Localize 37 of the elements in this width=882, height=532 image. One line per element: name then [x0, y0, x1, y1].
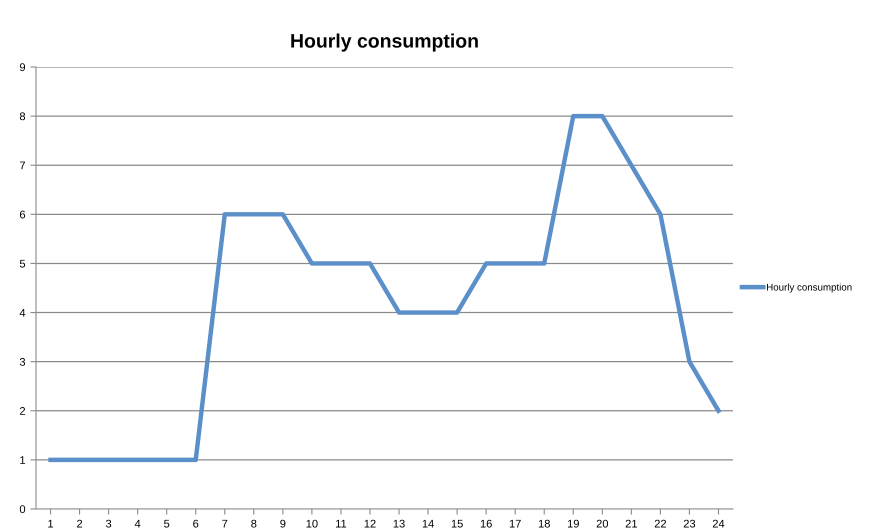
legend-label: Hourly consumption — [767, 283, 852, 293]
x-tick-label: 6 — [193, 520, 198, 528]
x-tick-label: 21 — [626, 520, 637, 528]
x-tick-label: 9 — [280, 520, 286, 528]
x-tick-label: 8 — [251, 520, 256, 528]
y-tick-label: 2 — [20, 407, 26, 415]
x-tick-label: 13 — [394, 520, 405, 528]
x-tick-label: 7 — [222, 520, 228, 528]
x-tick-label: 18 — [538, 520, 550, 528]
x-tick-label: 4 — [134, 520, 140, 528]
y-tick-label: 8 — [20, 112, 26, 120]
x-tick-label: 15 — [452, 520, 463, 528]
x-tick-label: 14 — [422, 520, 434, 528]
chart-title: Hourly consumption — [291, 33, 478, 52]
y-tick-label: 6 — [20, 210, 26, 218]
x-tick-label: 22 — [654, 520, 666, 528]
y-tick-label: 0 — [20, 505, 26, 514]
x-tick-label: 2 — [77, 520, 82, 528]
y-tick-label: 3 — [20, 358, 26, 366]
x-tick-label: 17 — [510, 520, 521, 528]
x-tick-label: 1 — [48, 520, 54, 528]
x-tick-label: 11 — [336, 520, 346, 528]
x-tick-label: 10 — [306, 520, 318, 528]
line-series — [48, 114, 721, 462]
x-tick-label: 24 — [712, 520, 724, 528]
x-tick-label: 23 — [684, 520, 696, 528]
x-tick-label: 20 — [596, 520, 608, 528]
x-tick-label: 16 — [480, 520, 492, 528]
y-tick-label: 9 — [20, 63, 26, 72]
y-tick-label: 7 — [20, 162, 26, 170]
x-tick-label: 12 — [364, 520, 376, 528]
x-tick-label: 5 — [164, 520, 170, 528]
y-tick-label: 4 — [20, 308, 26, 317]
x-tick-label: 3 — [106, 520, 112, 528]
x-tick-label: 19 — [568, 520, 579, 528]
y-tick-label: 5 — [20, 260, 26, 268]
y-tick-label: 1 — [20, 456, 26, 464]
